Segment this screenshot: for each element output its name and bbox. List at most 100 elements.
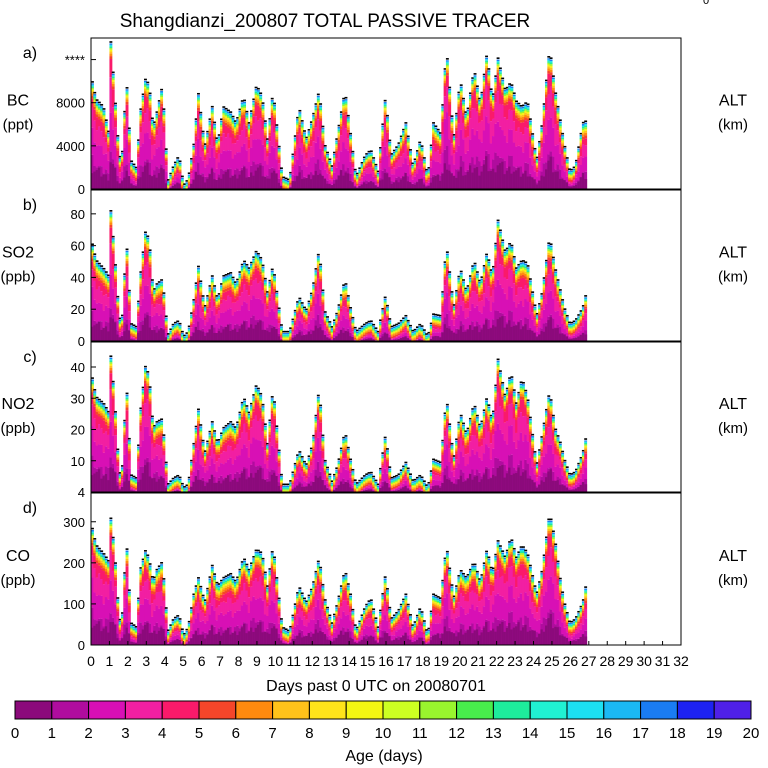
- colorbar-tick-label: 20: [743, 725, 760, 742]
- colorbar-tick-label: 0: [11, 725, 19, 742]
- y-tick-label: 60: [71, 239, 85, 254]
- data-column: [250, 110, 253, 189]
- data-column: [270, 97, 274, 189]
- x-tick-label: 7: [216, 653, 224, 669]
- data-columns: [91, 210, 588, 348]
- data-column: [293, 135, 297, 189]
- data-column: [307, 129, 311, 189]
- data-column: [97, 262, 101, 341]
- data-column: [445, 58, 449, 189]
- x-tick-label: 6: [198, 653, 206, 669]
- data-column: [473, 73, 477, 189]
- data-column: [390, 153, 394, 189]
- x-tick-label: 1: [106, 653, 114, 669]
- data-column: [369, 150, 373, 189]
- x-tick-label: 24: [526, 653, 542, 669]
- data-column: [584, 120, 588, 189]
- data-column: [263, 120, 267, 189]
- data-column: [510, 84, 514, 189]
- panels: 040008000****a)BC(ppt)ALT(km)020406080b)…: [0, 37, 748, 653]
- data-column: [238, 108, 242, 189]
- panel-label: c): [23, 349, 36, 366]
- data-column: [323, 145, 327, 189]
- colorbar-tick-label: 3: [121, 725, 129, 742]
- data-column: [471, 77, 475, 189]
- data-column: [93, 91, 97, 189]
- data-column: [296, 116, 300, 189]
- data-column: [524, 102, 528, 189]
- data-column: [554, 92, 558, 189]
- data-column: [137, 139, 140, 189]
- data-column: [107, 130, 111, 189]
- data-column: [256, 87, 260, 189]
- x-tick-label: 26: [563, 653, 579, 669]
- data-column: [282, 176, 286, 190]
- data-column: [93, 253, 97, 341]
- data-column: [233, 120, 237, 189]
- data-column: [339, 111, 343, 189]
- data-column: [125, 87, 129, 189]
- y-axis-unit: (ppb): [0, 269, 35, 286]
- y-tick-label: 30: [71, 391, 85, 406]
- panel-label: a): [23, 45, 37, 62]
- x-tick-label: 5: [179, 653, 187, 669]
- colorbar-tick-label: 4: [158, 725, 166, 742]
- data-column: [114, 102, 117, 189]
- y-axis-unit: (ppt): [3, 117, 34, 134]
- data-column: [531, 133, 535, 189]
- data-column: [358, 167, 362, 189]
- data-column: [411, 162, 415, 189]
- data-column: [169, 172, 173, 189]
- data-column: [102, 267, 106, 341]
- data-column: [316, 93, 320, 189]
- data-column: [505, 86, 509, 189]
- data-column: [217, 134, 221, 189]
- data-column: [275, 124, 279, 189]
- data-column: [466, 107, 470, 189]
- data-column: [429, 144, 433, 189]
- data-column: [404, 122, 408, 189]
- data-column: [356, 172, 359, 189]
- colorbar-swatch: [456, 700, 494, 720]
- data-column: [155, 111, 159, 189]
- x-tick-label: 9: [253, 653, 261, 669]
- data-column: [374, 163, 378, 189]
- data-column: [289, 171, 293, 189]
- right-axis-unit: (km): [718, 420, 748, 437]
- data-column: [436, 128, 440, 189]
- data-column: [439, 132, 442, 189]
- colorbar-tick-label: 16: [595, 725, 612, 742]
- data-column: [134, 166, 138, 189]
- y-tick-label: 20: [71, 302, 85, 317]
- y-axis-label: NO2: [2, 396, 35, 413]
- x-tick-label: 11: [287, 653, 302, 669]
- x-tick-label: 10: [268, 653, 284, 669]
- data-column: [563, 145, 567, 189]
- data-column: [226, 109, 230, 189]
- x-tick-label: 22: [489, 653, 505, 669]
- y-tick-label: 20: [71, 423, 85, 438]
- data-column: [413, 158, 417, 189]
- colorbar-swatch: [713, 700, 752, 720]
- x-tick-label: 19: [434, 653, 450, 669]
- data-column: [104, 271, 108, 341]
- colorbar-swatch: [345, 700, 384, 720]
- data-column: [365, 153, 369, 189]
- data-column: [399, 135, 403, 189]
- data-column: [512, 92, 516, 189]
- data-column: [443, 68, 447, 189]
- data-column: [95, 99, 99, 189]
- colorbar-tick-label: 13: [485, 725, 502, 742]
- x-tick-label: 14: [341, 653, 357, 669]
- data-column: [381, 123, 385, 189]
- data-column: [229, 111, 233, 189]
- data-column: [441, 104, 445, 189]
- data-column: [538, 140, 542, 189]
- panel-label: b): [23, 197, 37, 214]
- data-column: [337, 124, 341, 189]
- panel-1: 0 4000 8000 **** a) BC (ppt) ALT (km): [3, 37, 748, 197]
- x-axis-label: Days past 0 UTC on 20080701: [266, 678, 486, 695]
- data-column: [425, 168, 429, 189]
- data-column: [190, 158, 194, 189]
